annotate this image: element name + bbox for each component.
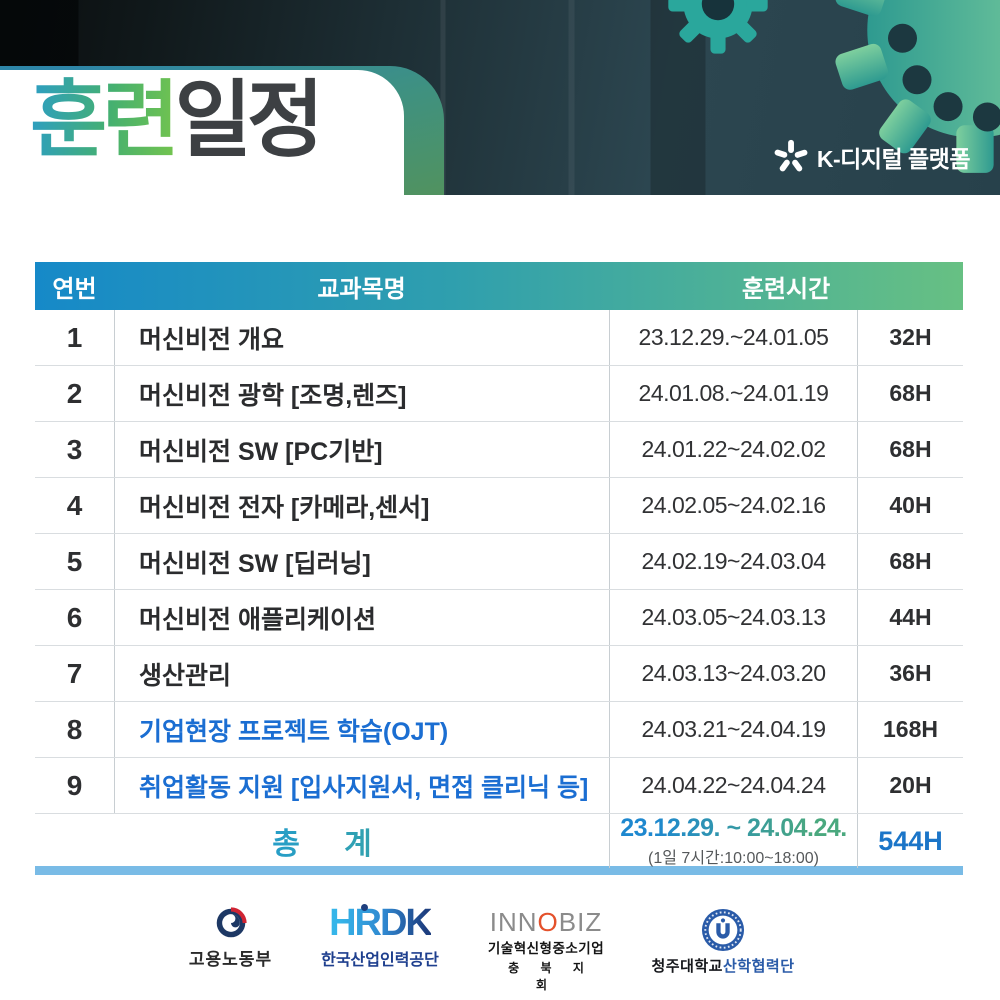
cju-label-cooperation: 산학협력단 <box>723 958 795 975</box>
column-header-no: 연번 <box>52 275 97 303</box>
row-number: 4 <box>66 489 83 521</box>
table-row-highlighted: 9 취업활동 지원 [입사지원서, 면접 클리닉 등] 24.04.22~24.… <box>35 757 963 813</box>
row-hours: 168H <box>857 702 963 757</box>
moel-emblem-icon <box>216 907 247 938</box>
row-subject: 머신비전 SW [딥러닝] <box>114 534 609 589</box>
moel-logo: 고용노동부 <box>183 906 278 970</box>
column-header-subject: 교과목명 <box>317 275 406 303</box>
row-period: 23.12.29.~24.01.05 <box>609 310 857 365</box>
page-title-highlight: 훈련 <box>30 73 180 167</box>
row-hours: 44H <box>857 590 963 645</box>
k-digital-platform-logo: K-디지털 플랫폼 <box>773 139 971 175</box>
innobiz-red-o: O <box>537 907 559 937</box>
spark-icon <box>774 139 808 172</box>
row-hours: 68H <box>857 366 963 421</box>
row-number: 8 <box>66 713 83 745</box>
row-hours: 68H <box>857 422 963 477</box>
total-period-cell: 23.12.29. ~ 24.04.24. (1일 7시간:10:00~18:0… <box>609 814 857 868</box>
row-hours: 20H <box>857 758 963 813</box>
innobiz-sublabel: 충 북 지 회 <box>508 961 593 992</box>
row-subject: 기업현장 프로젝트 학습(OJT) <box>114 702 609 757</box>
table-row-highlighted: 8 기업현장 프로젝트 학습(OJT) 24.03.21~24.04.19 16… <box>35 701 963 757</box>
column-header-time: 훈련시간 <box>741 275 831 303</box>
hero-banner: 훈련일정 K-디지털 플랫폼 <box>0 0 1000 195</box>
gear-small-icon <box>668 0 768 54</box>
cju-emblem-icon <box>701 908 745 952</box>
innobiz-text-post: BIZ <box>558 907 603 937</box>
hrdk-dot-icon <box>361 904 369 911</box>
schedule-table: 연번 교과목명 훈련시간 1 머신비전 개요 23.12.29.~24.01.0… <box>35 262 963 875</box>
row-number: 2 <box>66 377 83 409</box>
table-header: 연번 교과목명 훈련시간 <box>35 262 963 310</box>
table-bottom-bar <box>35 866 963 875</box>
row-hours: 32H <box>857 310 963 365</box>
innobiz-logo: INNOBIZ 기술혁신형중소기업 충 북 지 회 <box>486 907 606 993</box>
row-number: 1 <box>66 321 83 353</box>
total-period-note: (1일 7시간:10:00~18:00) <box>648 850 819 867</box>
row-period: 24.04.22~24.04.24 <box>609 758 857 813</box>
cju-logo: 청주대학교산학협력단 <box>645 908 801 976</box>
total-label: 총 계 <box>35 819 609 863</box>
row-subject: 취업활동 지원 [입사지원서, 면접 클리닉 등] <box>114 758 609 813</box>
row-period: 24.03.05~24.03.13 <box>609 590 857 645</box>
footer-logos: 고용노동부 HRDK 한국산업인력공단 INNOBIZ 기술혁신형중소기업 충 … <box>0 880 1000 1000</box>
row-period: 24.02.19~24.03.04 <box>609 534 857 589</box>
innobiz-label: 기술혁신형중소기업 <box>487 941 605 956</box>
table-row: 7 생산관리 24.03.13~24.03.20 36H <box>35 645 963 701</box>
row-period: 24.03.21~24.04.19 <box>609 702 857 757</box>
total-hours: 544H <box>857 814 963 868</box>
title-card <box>0 70 404 195</box>
table-row: 6 머신비전 애플리케이션 24.03.05~24.03.13 44H <box>35 589 963 645</box>
row-number: 7 <box>66 657 83 689</box>
row-subject: 생산관리 <box>114 646 609 701</box>
row-hours: 68H <box>857 534 963 589</box>
row-subject: 머신비전 전자 [카메라,센서] <box>114 478 609 533</box>
hrdk-label: 한국산업인력공단 <box>321 952 439 969</box>
cju-label: 청주대학교산학협력단 <box>645 955 801 976</box>
page-title-rest: 일정 <box>174 73 325 167</box>
row-subject: 머신비전 애플리케이션 <box>114 590 609 645</box>
row-number: 6 <box>66 601 83 633</box>
row-subject: 머신비전 광학 [조명,렌즈] <box>114 366 609 421</box>
hrdk-logo: HRDK 한국산업인력공단 <box>313 904 447 970</box>
page-title: 훈련일정 <box>30 73 325 167</box>
row-subject: 머신비전 SW [PC기반] <box>114 422 609 477</box>
table-row: 1 머신비전 개요 23.12.29.~24.01.05 32H <box>35 310 963 365</box>
row-number: 5 <box>66 545 83 577</box>
cju-label-university: 청주대학교 <box>651 958 723 975</box>
table-total-row: 총 계 23.12.29. ~ 24.04.24. (1일 7시간:10:00~… <box>35 813 963 868</box>
moel-label: 고용노동부 <box>188 950 273 969</box>
table-row: 5 머신비전 SW [딥러닝] 24.02.19~24.03.04 68H <box>35 533 963 589</box>
row-subject: 머신비전 개요 <box>114 310 609 365</box>
innobiz-wordmark: INNOBIZ <box>486 907 606 937</box>
row-number: 9 <box>66 769 83 801</box>
gear-large-icon <box>835 0 1000 173</box>
row-period: 24.02.05~24.02.16 <box>609 478 857 533</box>
hrdk-wordmark: HRDK <box>329 904 431 938</box>
hrdk-logo-text: HRDK <box>329 902 431 944</box>
table-row: 2 머신비전 광학 [조명,렌즈] 24.01.08.~24.01.19 68H <box>35 365 963 421</box>
row-hours: 36H <box>857 646 963 701</box>
table-row: 3 머신비전 SW [PC기반] 24.01.22~24.02.02 68H <box>35 421 963 477</box>
total-period: 23.12.29. ~ 24.04.24. <box>620 814 847 842</box>
row-period: 24.01.08.~24.01.19 <box>609 366 857 421</box>
table-row: 4 머신비전 전자 [카메라,센서] 24.02.05~24.02.16 40H <box>35 477 963 533</box>
k-digital-platform-label: K-디지털 플랫폼 <box>816 146 971 172</box>
row-hours: 40H <box>857 478 963 533</box>
row-period: 24.01.22~24.02.02 <box>609 422 857 477</box>
row-period: 24.03.13~24.03.20 <box>609 646 857 701</box>
innobiz-text-pre: INN <box>489 907 538 937</box>
row-number: 3 <box>66 433 83 465</box>
